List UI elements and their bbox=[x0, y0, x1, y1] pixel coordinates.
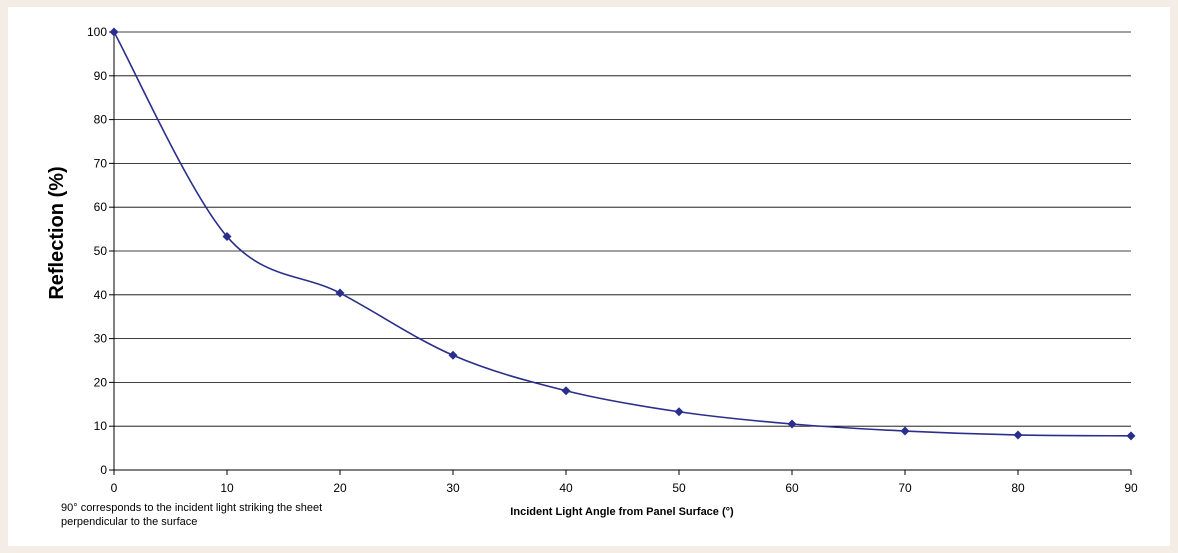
data-point-60 bbox=[787, 419, 797, 429]
x-tick-label-60: 60 bbox=[785, 481, 799, 495]
y-axis-label: Reflection (%) bbox=[46, 166, 68, 299]
y-tick-label-100: 100 bbox=[87, 25, 107, 39]
chart-frame: 0 10 20 30 40 50 60 70 80 90 100 0 10 20 30 40 50 60 70 80… bbox=[8, 7, 1170, 546]
x-tick-label-10: 10 bbox=[220, 481, 234, 495]
y-tick-label-90: 90 bbox=[94, 69, 108, 83]
annotation-line-2: perpendicular to the surface bbox=[61, 516, 197, 528]
data-point-0 bbox=[109, 27, 119, 37]
reflection-curve bbox=[113, 31, 1132, 437]
data-point-80 bbox=[1013, 430, 1023, 440]
data-point-30 bbox=[448, 350, 458, 360]
data-point-10 bbox=[222, 232, 232, 242]
x-tick-label-90: 90 bbox=[1124, 481, 1138, 495]
y-tick-label-50: 50 bbox=[94, 244, 108, 258]
y-tick-label-80: 80 bbox=[94, 113, 108, 127]
x-tick-label-70: 70 bbox=[898, 481, 912, 495]
y-tick-label-40: 40 bbox=[94, 288, 108, 302]
axes bbox=[109, 31, 1132, 475]
annotation-line-1: 90° corresponds to the incident light st… bbox=[61, 502, 322, 514]
x-axis-label: Incident Light Angle from Panel Surface … bbox=[510, 506, 734, 518]
data-point-70 bbox=[900, 426, 910, 436]
x-tick-label-40: 40 bbox=[559, 481, 573, 495]
x-tick-label-20: 20 bbox=[333, 481, 347, 495]
x-tick-label-0: 0 bbox=[111, 481, 118, 495]
y-tick-label-0: 0 bbox=[100, 463, 107, 477]
x-tick-label-30: 30 bbox=[446, 481, 460, 495]
x-tick-label-50: 50 bbox=[672, 481, 686, 495]
grid-lines bbox=[114, 31, 1131, 427]
data-point-90 bbox=[1126, 431, 1136, 441]
y-tick-label-70: 70 bbox=[94, 156, 108, 170]
x-tick-label-80: 80 bbox=[1011, 481, 1025, 495]
y-tick-labels: 0 10 20 30 40 50 60 70 80 90 100 bbox=[87, 25, 107, 477]
data-point-20 bbox=[335, 288, 345, 298]
y-tick-label-60: 60 bbox=[94, 200, 108, 214]
y-tick-label-10: 10 bbox=[94, 419, 108, 433]
x-tick-labels: 0 10 20 30 40 50 60 70 80 90 bbox=[111, 481, 1138, 495]
y-tick-label-20: 20 bbox=[94, 375, 108, 389]
data-point-40 bbox=[561, 386, 571, 396]
y-tick-label-30: 30 bbox=[94, 332, 108, 346]
data-point-50 bbox=[674, 407, 684, 417]
line-chart: 0 10 20 30 40 50 60 70 80 90 100 0 10 20 30 40 50 60 70 80… bbox=[46, 25, 1138, 528]
data-points bbox=[109, 27, 1136, 441]
